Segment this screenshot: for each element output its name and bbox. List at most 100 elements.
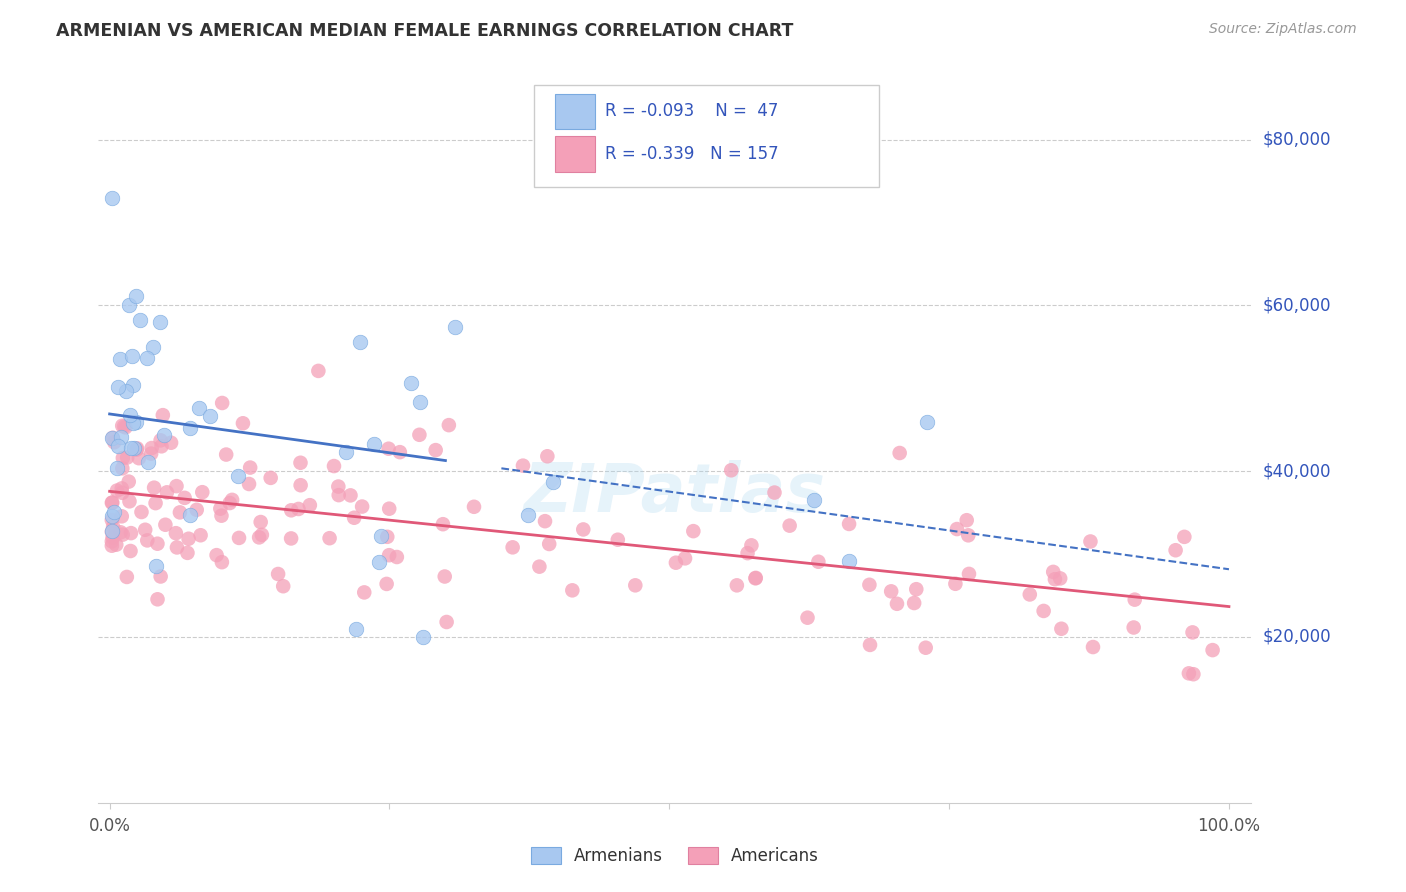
- Point: [412, 630, 434, 644]
- Point: [238, 477, 260, 491]
- Point: [1018, 587, 1040, 601]
- Point: [378, 548, 401, 562]
- Point: [375, 530, 398, 544]
- Point: [211, 396, 233, 410]
- Point: [136, 455, 159, 469]
- Point: [122, 378, 145, 392]
- Text: $60,000: $60,000: [1263, 296, 1331, 314]
- Point: [538, 537, 561, 551]
- Point: [153, 427, 176, 442]
- Point: [191, 485, 214, 500]
- Point: [186, 503, 208, 517]
- Point: [200, 409, 222, 424]
- Text: $40,000: $40,000: [1263, 462, 1331, 480]
- Point: [375, 577, 398, 591]
- Point: [105, 483, 128, 498]
- Point: [166, 541, 188, 555]
- Point: [101, 539, 124, 553]
- Point: [143, 481, 166, 495]
- Point: [152, 408, 174, 422]
- Point: [141, 447, 163, 461]
- Point: [118, 475, 141, 489]
- Point: [543, 475, 565, 490]
- Point: [307, 364, 329, 378]
- Point: [155, 517, 177, 532]
- Point: [110, 525, 132, 540]
- Point: [125, 442, 148, 457]
- Point: [536, 450, 558, 464]
- Point: [250, 528, 273, 542]
- Point: [740, 538, 762, 552]
- Point: [177, 532, 200, 546]
- Point: [1164, 543, 1187, 558]
- Text: R = -0.093    N =  47: R = -0.093 N = 47: [605, 103, 778, 120]
- Point: [135, 351, 157, 365]
- Point: [534, 514, 557, 528]
- Point: [124, 416, 146, 430]
- Point: [323, 458, 346, 473]
- Point: [763, 485, 786, 500]
- Point: [190, 528, 212, 542]
- Point: [179, 421, 201, 435]
- Point: [1173, 530, 1195, 544]
- Point: [1122, 620, 1144, 634]
- Point: [807, 555, 830, 569]
- Point: [125, 442, 148, 456]
- Point: [388, 445, 411, 459]
- Point: [129, 313, 152, 327]
- Point: [744, 571, 766, 585]
- Point: [725, 578, 748, 592]
- Point: [156, 485, 179, 500]
- Point: [121, 349, 143, 363]
- Point: [134, 523, 156, 537]
- Point: [232, 417, 254, 431]
- Point: [444, 320, 467, 334]
- Point: [720, 463, 742, 477]
- Point: [287, 502, 309, 516]
- Text: ARMENIAN VS AMERICAN MEDIAN FEMALE EARNINGS CORRELATION CHART: ARMENIAN VS AMERICAN MEDIAN FEMALE EARNI…: [56, 22, 793, 40]
- Point: [290, 478, 312, 492]
- Point: [682, 524, 704, 538]
- Point: [957, 566, 980, 581]
- Point: [512, 458, 534, 473]
- Point: [105, 538, 128, 552]
- Point: [737, 546, 759, 560]
- Point: [624, 578, 647, 592]
- Point: [111, 482, 134, 496]
- Point: [150, 439, 173, 453]
- Point: [114, 420, 136, 434]
- Text: Source: ZipAtlas.com: Source: ZipAtlas.com: [1209, 22, 1357, 37]
- Point: [111, 485, 134, 500]
- Point: [956, 513, 979, 527]
- Point: [335, 445, 357, 459]
- Point: [378, 501, 401, 516]
- Point: [1080, 534, 1102, 549]
- Point: [502, 541, 524, 555]
- Point: [107, 380, 129, 394]
- Point: [408, 427, 430, 442]
- Point: [271, 579, 294, 593]
- Point: [218, 496, 240, 510]
- Point: [838, 516, 860, 531]
- Point: [1123, 592, 1146, 607]
- Point: [111, 509, 134, 524]
- Point: [1181, 625, 1204, 640]
- Point: [606, 533, 628, 547]
- Point: [101, 191, 124, 205]
- Point: [328, 488, 350, 502]
- Point: [425, 443, 447, 458]
- Point: [101, 534, 124, 549]
- Point: [838, 553, 860, 567]
- Point: [118, 494, 141, 508]
- Point: [1043, 572, 1066, 586]
- Point: [120, 526, 142, 541]
- Point: [1182, 667, 1205, 681]
- Point: [247, 530, 270, 544]
- Point: [136, 533, 159, 548]
- Point: [1032, 604, 1054, 618]
- Point: [205, 548, 228, 562]
- Point: [165, 526, 187, 541]
- Point: [561, 583, 583, 598]
- Point: [572, 523, 595, 537]
- Point: [160, 435, 183, 450]
